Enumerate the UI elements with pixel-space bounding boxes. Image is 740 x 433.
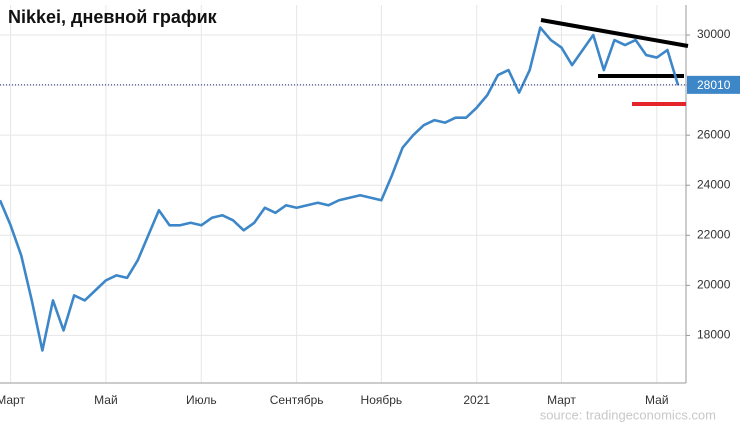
y-tick-label: 26000 (697, 127, 731, 141)
x-tick-label: Март (547, 393, 576, 407)
line (0, 26, 680, 352)
y-tick-label: 18000 (697, 328, 731, 342)
last-value-label: 28010 (697, 78, 731, 92)
x-tick-label: Май (645, 393, 669, 407)
y-tick-label: 30000 (697, 27, 731, 41)
x-tick-label: Сентябрь (270, 393, 324, 407)
x-tick-label: Июль (186, 393, 217, 407)
y-tick-label: 20000 (697, 278, 731, 292)
x-tick-label: Март (0, 393, 25, 407)
x-tick-label: Май (94, 393, 118, 407)
y-tick-label: 22000 (697, 227, 731, 241)
chart-title: Nikkei, дневной график (8, 7, 218, 27)
last-value-box (687, 75, 740, 94)
trend-line (540, 18, 689, 48)
source: source: tradingeconomics.com (540, 407, 716, 422)
x-tick-label: Ноябрь (361, 393, 403, 407)
y-tick-label: 24000 (697, 177, 731, 191)
x-tick-label: 2021 (463, 393, 490, 407)
